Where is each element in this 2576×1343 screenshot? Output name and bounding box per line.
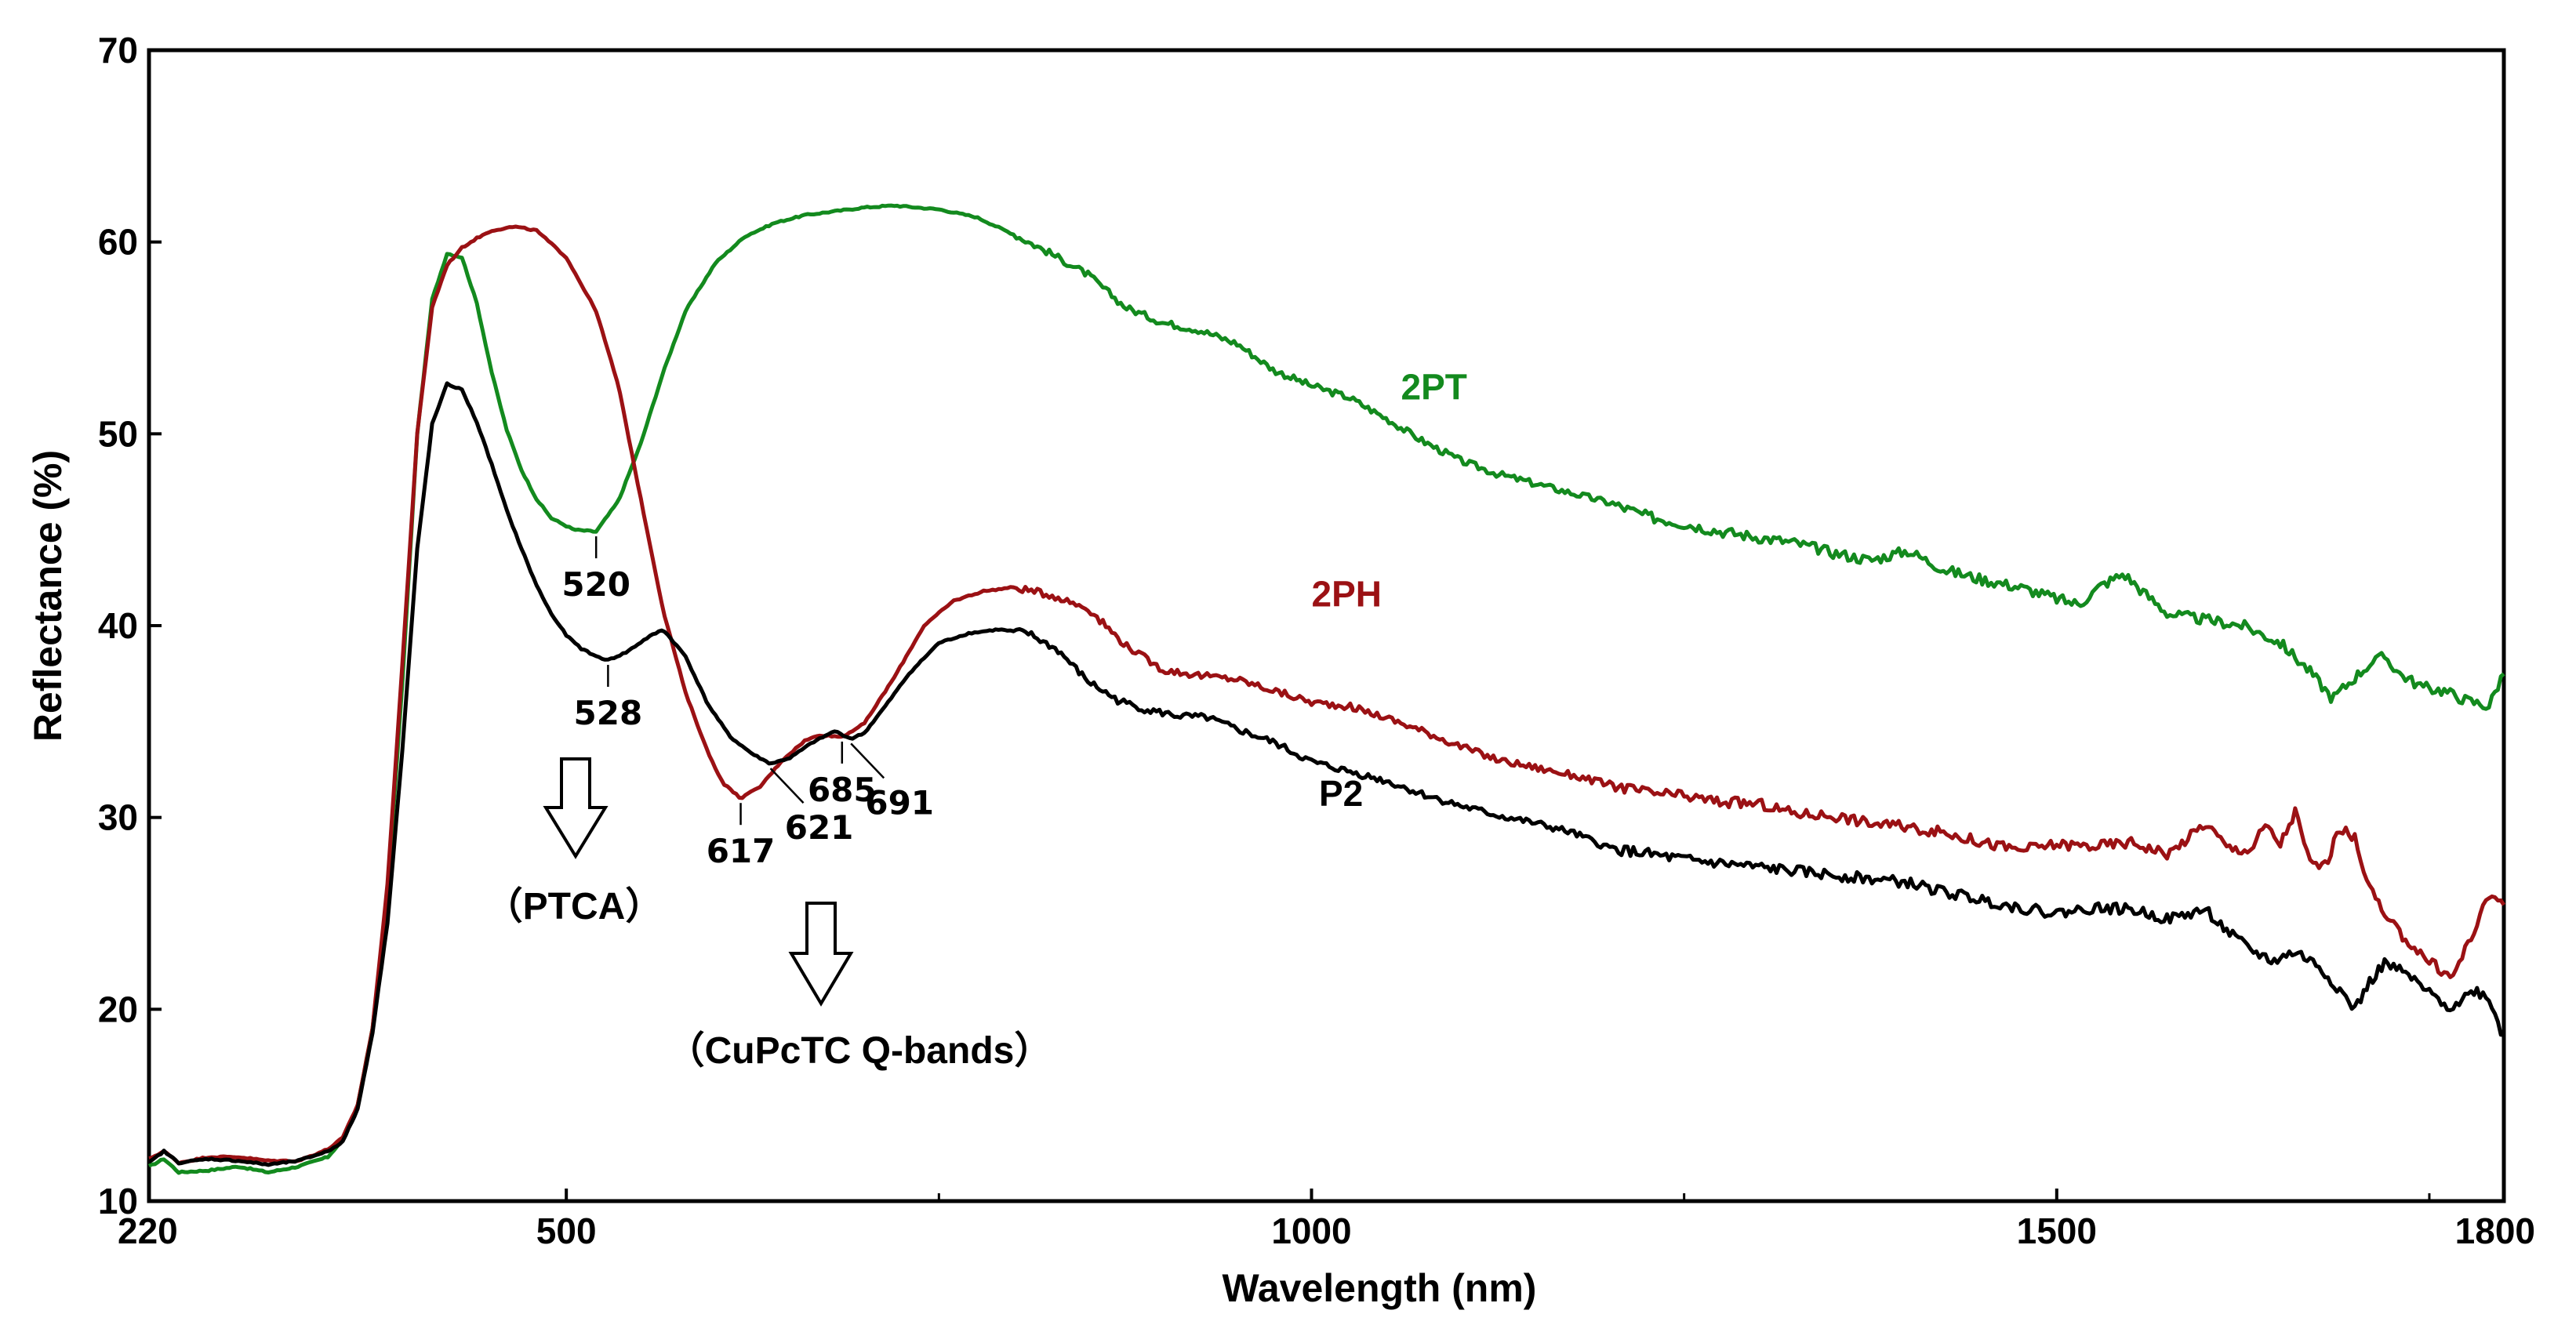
y-tick-label: 30	[98, 797, 138, 838]
y-axis-title: Reflectance (%)	[26, 450, 70, 742]
series-label-2ph: 2PH	[1311, 574, 1381, 615]
y-tick-label: 40	[98, 605, 138, 646]
peak-label-685: 685	[808, 771, 877, 809]
x-axis-title: Wavelength (nm)	[1223, 1266, 1537, 1310]
series-line-p2	[147, 381, 2505, 1167]
peak-label-621: 621	[785, 808, 854, 847]
series-line-2ph	[148, 224, 2506, 1166]
peak-label-617: 617	[707, 832, 776, 870]
x-axis-ticks: 220 500 1000 1500 1800	[118, 1189, 2535, 1251]
y-tick-label: 50	[98, 413, 138, 454]
x-tick-label: 1500	[2017, 1211, 2097, 1251]
y-tick-label: 70	[98, 30, 138, 71]
ptca-label: （PTCA）	[485, 886, 663, 927]
series-line-2pt	[147, 203, 2505, 1175]
peak-label-528: 528	[574, 694, 643, 732]
plot-frame	[147, 48, 2506, 1203]
x-tick-label: 1000	[1271, 1211, 1351, 1251]
y-tick-label: 20	[98, 989, 138, 1029]
x-tick-label: 500	[536, 1211, 597, 1251]
y-tick-label: 10	[98, 1181, 138, 1221]
y-tick-label: 60	[98, 222, 138, 263]
plot-border	[147, 48, 2506, 1203]
peak-label-520: 520	[561, 565, 630, 604]
annotation-leader-line	[850, 742, 885, 779]
ptca-arrow	[543, 757, 609, 859]
q-bands-arrow	[788, 902, 854, 1007]
series-label-2pt: 2PT	[1401, 366, 1467, 407]
x-tick-label: 1800	[2455, 1211, 2535, 1251]
peak-label-691: 691	[865, 783, 934, 822]
y-axis-ticks: 10 20 30 40 50 60 70	[98, 30, 162, 1221]
series-label-p2: P2	[1319, 773, 1363, 814]
series-lines: 2PT 2PH P2	[147, 203, 2506, 1175]
annotation-leader-line	[769, 768, 805, 804]
q-bands-label: （CuPcTC Q-bands）	[667, 1030, 1052, 1072]
x-tick-label: 220	[118, 1211, 178, 1251]
